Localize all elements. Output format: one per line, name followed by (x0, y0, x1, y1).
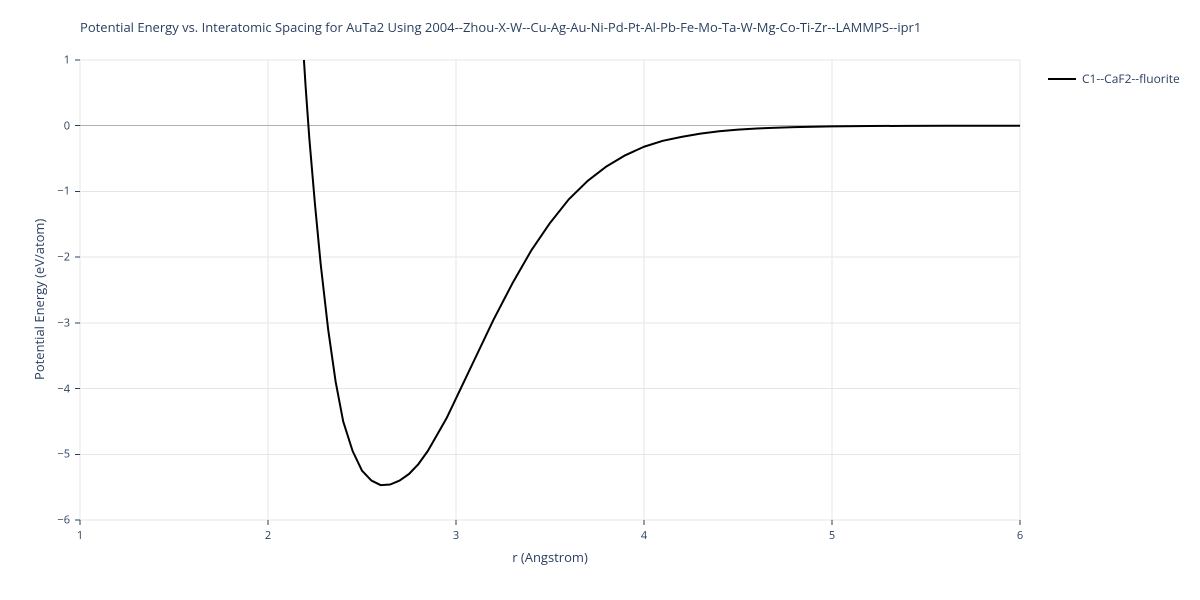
axis-ticks (80, 60, 1020, 520)
y-tick-label: −2 (57, 250, 70, 265)
legend-swatch (1048, 78, 1076, 80)
y-tick-label: 0 (64, 118, 70, 133)
x-tick-label: 2 (265, 528, 271, 543)
y-axis-label: Potential Energy (eV/atom) (30, 219, 48, 380)
chart-title: Potential Energy vs. Interatomic Spacing… (80, 18, 921, 36)
y-tick-label: 1 (64, 53, 70, 68)
y-tick-label: −4 (57, 381, 70, 396)
x-tick-label: 4 (641, 528, 647, 543)
y-tick-label: −3 (57, 315, 70, 330)
legend[interactable]: C1--CaF2--fluorite (1048, 70, 1180, 87)
x-tick-label: 5 (829, 528, 835, 543)
x-tick-label: 3 (453, 528, 459, 543)
y-tick-label: −5 (57, 447, 70, 462)
x-tick-label: 6 (1017, 528, 1023, 543)
chart-container: Potential Energy vs. Interatomic Spacing… (0, 0, 1200, 600)
x-axis-label: r (Angstrom) (512, 548, 588, 566)
legend-label: C1--CaF2--fluorite (1082, 70, 1180, 87)
y-tick-label: −6 (57, 513, 70, 528)
y-tick-label: −1 (57, 184, 70, 199)
plot-area (80, 60, 1020, 520)
x-tick-label: 1 (77, 528, 83, 543)
